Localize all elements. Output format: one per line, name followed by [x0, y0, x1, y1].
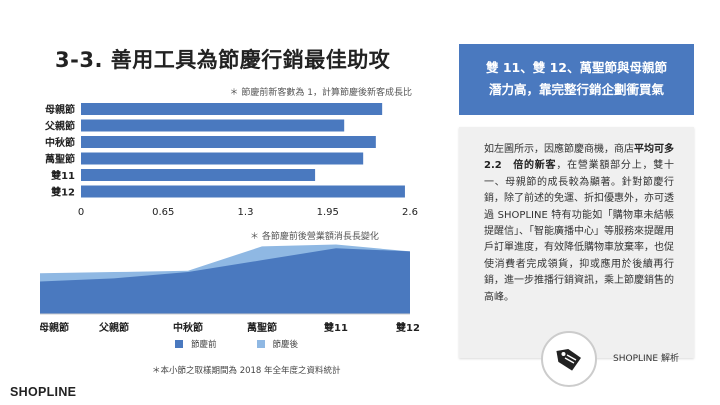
area-series-0	[40, 248, 410, 314]
bar-category-label: 萬聖節	[45, 153, 75, 166]
bar-1	[81, 119, 345, 132]
bar-x-tick-label: 0	[78, 207, 84, 218]
area-chart-legend: 節慶前 節慶後	[175, 338, 298, 350]
bar-x-tick-label: 1.95	[317, 207, 339, 218]
highlight-line-2: 潛力高，靠完整行銷企劃衝買氣	[488, 82, 664, 97]
legend-after-label: 節慶後	[272, 340, 299, 350]
area-x-tick-label: 母親節	[40, 321, 69, 334]
area-x-tick-label: 父親節	[98, 321, 129, 334]
sampling-footnote: ＊本小節之取樣期間為 2018 年全年度之資料統計	[152, 366, 341, 376]
highlight-box: 雙 11、雙 12、萬聖節與母親節 潛力高，靠完整行銷企劃衝買氣	[459, 44, 694, 115]
analysis-text-part1: 如左圖所示，因應節慶商機，商店	[484, 144, 634, 155]
legend-before-label: 節慶前	[191, 340, 217, 350]
area-x-tick-label: 雙12	[396, 321, 420, 334]
analysis-text-part2: ，在營業額部分上，雙十一、母親節的成長較為顯著。針對節慶行銷，除了前述的免運、折…	[484, 160, 675, 303]
legend-after-swatch	[256, 340, 265, 348]
bar-category-label: 母親節	[45, 103, 75, 116]
analysis-text-bold: 平均可多 2.2 倍的新客	[484, 144, 684, 172]
analysis-text: 如左圖所示，因應節慶商機，商店平均可多 2.2 倍的新客，在營業額部分上，雙十一…	[484, 142, 684, 306]
area-chart-note: ＊ 各節慶前後營業額消長長變化	[250, 232, 379, 242]
area-x-tick-label: 雙11	[324, 321, 348, 334]
bar-category-label: 中秋節	[45, 136, 75, 149]
bar-2	[81, 136, 376, 148]
shopline-tag-badge	[541, 331, 597, 387]
revenue-area-chart: 母親節 父親節 中秋節 萬聖節 雙11 雙12	[40, 244, 420, 334]
area-x-tick-label: 中秋節	[173, 321, 203, 334]
bar-x-tick-label: 0.65	[152, 207, 174, 218]
shopline-logo: SHOPLINE	[10, 385, 77, 399]
bar-category-label: 雙11	[51, 169, 75, 182]
legend-before: 節慶前	[175, 338, 217, 350]
bar-5	[81, 185, 405, 198]
bar-x-tick-label: 2.6	[402, 207, 418, 218]
tag-icon	[556, 348, 581, 371]
shopline-analysis-label: SHOPLINE 解析	[613, 354, 679, 364]
analysis-panel	[459, 127, 694, 358]
bar-chart-note: ＊ 節慶前新客數為 1，計算節慶後新客成長比	[229, 88, 412, 98]
bar-x-tick-label: 1.3	[238, 207, 254, 218]
bar-3	[81, 152, 364, 165]
bar-category-label: 父親節	[44, 120, 75, 133]
legend-after: 節慶後	[256, 338, 299, 350]
bar-4	[81, 169, 316, 181]
area-x-tick-label: 萬聖節	[247, 321, 277, 334]
bar-0	[81, 103, 383, 115]
bar-category-label: 雙12	[51, 186, 75, 199]
page-title: 3-3. 善用工具為節慶行銷最佳助攻	[55, 48, 391, 72]
legend-before-swatch	[175, 340, 183, 348]
highlight-line-1: 雙 11、雙 12、萬聖節與母親節	[486, 60, 667, 75]
